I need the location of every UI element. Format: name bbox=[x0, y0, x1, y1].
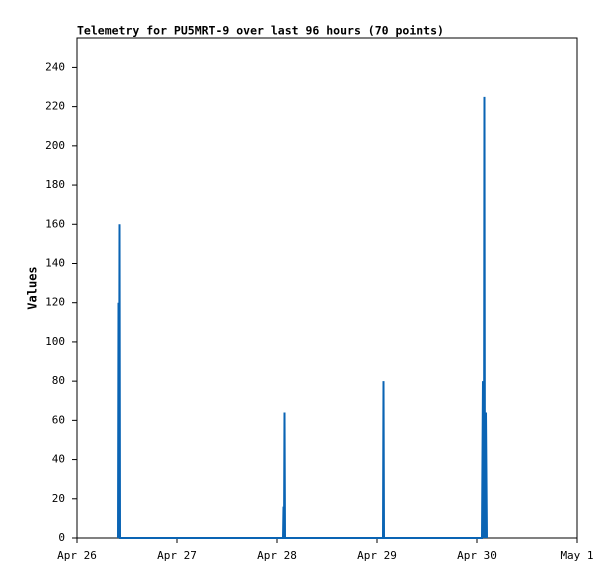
chart-title: Telemetry for PU5MRT-9 over last 96 hour… bbox=[77, 24, 444, 38]
plot-frame bbox=[76, 37, 578, 539]
y-tick-label: 240 bbox=[45, 60, 65, 73]
y-tick-label: 160 bbox=[45, 217, 65, 230]
x-tick-label: Apr 26 bbox=[57, 549, 97, 562]
data-line bbox=[117, 96, 488, 539]
x-tick-label: Apr 30 bbox=[457, 549, 497, 562]
y-axis-label: Values bbox=[26, 266, 40, 309]
x-tick-label: Apr 28 bbox=[257, 549, 297, 562]
x-tick-label: May 1 bbox=[560, 549, 593, 562]
x-tick-label: Apr 29 bbox=[357, 549, 397, 562]
y-tick-label: 220 bbox=[45, 100, 65, 113]
y-tick-label: 120 bbox=[45, 296, 65, 309]
x-tick-label: Apr 27 bbox=[157, 549, 197, 562]
y-tick-label: 0 bbox=[58, 531, 65, 544]
y-tick-label: 100 bbox=[45, 335, 65, 348]
y-tick-label: 20 bbox=[52, 492, 65, 505]
y-tick-label: 180 bbox=[45, 178, 65, 191]
y-tick-label: 40 bbox=[52, 453, 65, 466]
y-tick-label: 80 bbox=[52, 374, 65, 387]
y-tick-label: 60 bbox=[52, 413, 65, 426]
y-tick-label: 200 bbox=[45, 139, 65, 152]
y-tick-label: 140 bbox=[45, 256, 65, 269]
